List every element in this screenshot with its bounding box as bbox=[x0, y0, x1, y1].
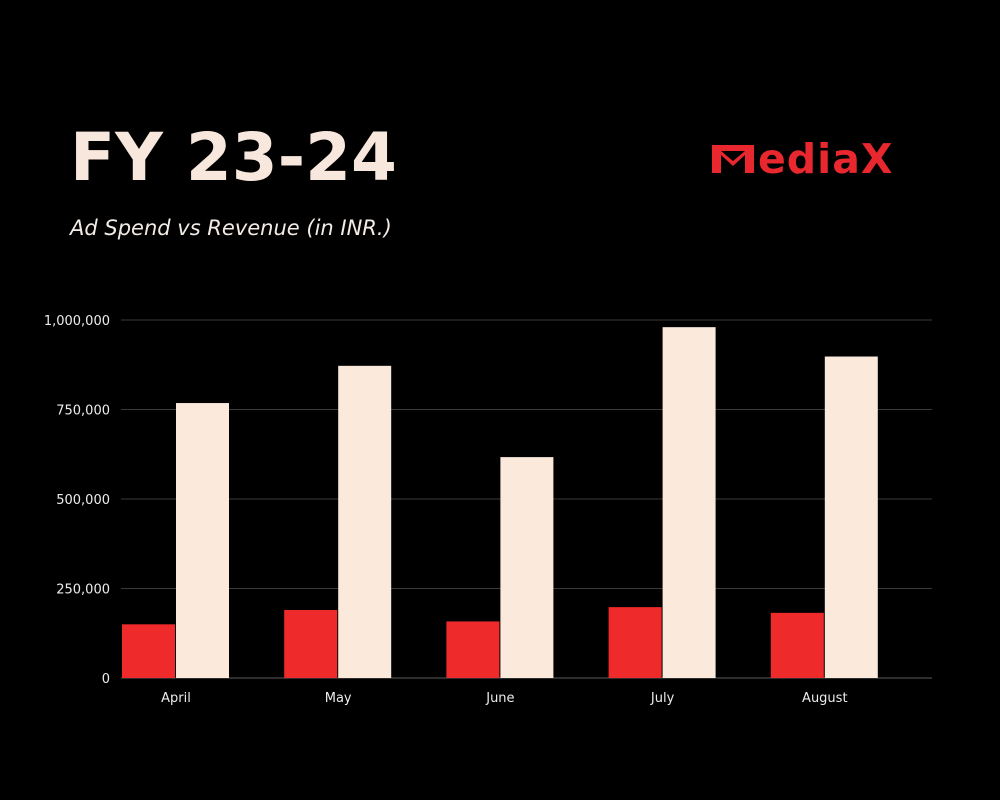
y-tick-label: 250,000 bbox=[56, 583, 110, 598]
y-tick-label: 1,000,000 bbox=[44, 314, 110, 329]
y-tick-label: 750,000 bbox=[56, 404, 110, 419]
bar-revenue bbox=[500, 457, 554, 678]
bar-ad-spend bbox=[122, 624, 175, 678]
chart-subtitle: Ad Spend vs Revenue (in INR.) bbox=[70, 216, 392, 240]
bar-ad-spend bbox=[446, 621, 500, 678]
bar-revenue bbox=[176, 403, 229, 678]
y-tick-label: 500,000 bbox=[56, 493, 110, 508]
x-tick-label: August bbox=[802, 691, 848, 706]
logo-wordmark: ediaX bbox=[758, 135, 894, 183]
bar-revenue bbox=[338, 365, 392, 678]
bar-revenue bbox=[662, 327, 716, 678]
bar-revenue bbox=[824, 356, 878, 678]
logo-mark-icon bbox=[712, 145, 754, 173]
x-tick-label: June bbox=[485, 691, 514, 706]
page-title: FY 23-24 bbox=[70, 119, 397, 196]
x-tick-label: July bbox=[650, 691, 675, 706]
bar-ad-spend bbox=[770, 612, 824, 678]
bar-chart: 0 250,000 500,000 750,000 1,000,000 April May J… bbox=[44, 314, 932, 706]
brand-logo: ediaX bbox=[708, 134, 938, 184]
x-tick-label: May bbox=[325, 691, 352, 706]
x-tick-label: April bbox=[161, 691, 191, 706]
bar-ad-spend bbox=[284, 609, 338, 678]
y-tick-label: 0 bbox=[102, 672, 110, 687]
bar-ad-spend bbox=[608, 607, 662, 678]
